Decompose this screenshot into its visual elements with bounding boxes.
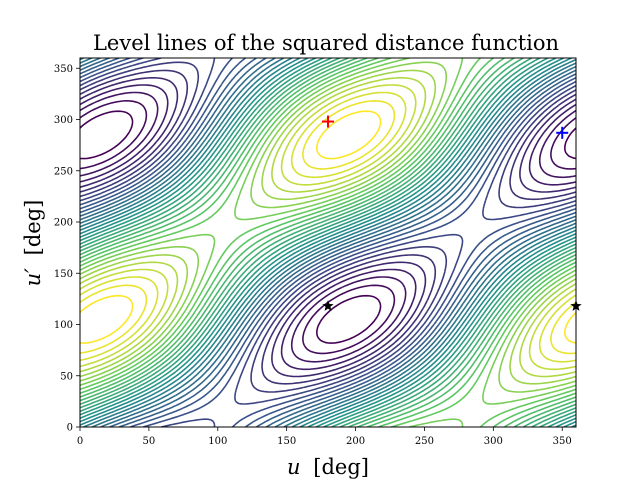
y-tick-label: 300 — [54, 115, 73, 126]
y-axis-ticks: 0 50 100 150 200 250 300 350 — [54, 64, 80, 434]
contour-level — [80, 91, 576, 363]
y-tick-label: 50 — [60, 371, 73, 382]
contour-level — [80, 84, 576, 371]
contour-lines — [80, 58, 576, 427]
y-tick-label: 150 — [54, 269, 73, 280]
contour-level — [80, 61, 576, 393]
y-tick-label: 250 — [54, 166, 73, 177]
y-axis-label-unit: [deg] — [21, 200, 45, 256]
contour-level — [80, 69, 576, 385]
x-tick-label: 50 — [143, 436, 156, 447]
contour-level — [80, 91, 576, 363]
plus-marker — [556, 126, 569, 139]
contour-level — [80, 58, 576, 427]
contour-level — [80, 110, 576, 344]
contour-level — [80, 110, 576, 344]
contour-level — [80, 69, 576, 385]
contour-level — [80, 61, 576, 393]
star-marker — [322, 300, 334, 311]
x-tick-label: 350 — [553, 436, 572, 447]
y-axis-label: u′ [deg] — [21, 200, 45, 287]
y-tick-label: 200 — [54, 218, 73, 229]
y-tick-label: 100 — [54, 320, 73, 331]
contour-level — [80, 100, 576, 355]
x-axis-ticks: 0 50 100 150 200 250 300 350 — [77, 427, 572, 447]
contour-level — [80, 58, 576, 427]
plot-frame — [79, 57, 577, 428]
y-tick-label: 0 — [67, 423, 73, 434]
x-tick-label: 250 — [415, 436, 434, 447]
plus-marker — [322, 115, 334, 128]
x-axis-label: u [deg] — [287, 455, 369, 479]
contour-level — [80, 58, 576, 427]
x-axis-label-var: u — [287, 455, 301, 479]
contour-level — [80, 84, 576, 371]
contour-level — [80, 77, 576, 378]
contour-level — [80, 58, 576, 427]
contour-level — [80, 58, 576, 427]
x-tick-label: 150 — [277, 436, 296, 447]
x-tick-label: 200 — [346, 436, 365, 447]
contour-level — [80, 58, 576, 427]
chart-title: Level lines of the squared distance func… — [93, 31, 559, 55]
x-tick-label: 100 — [208, 436, 227, 447]
contour-level — [80, 77, 576, 378]
x-tick-label: 300 — [484, 436, 503, 447]
x-tick-label: 0 — [77, 436, 83, 447]
y-tick-label: 350 — [54, 64, 73, 75]
x-axis-label-unit: [deg] — [313, 455, 369, 479]
y-axis-label-var: u′ — [21, 268, 45, 287]
